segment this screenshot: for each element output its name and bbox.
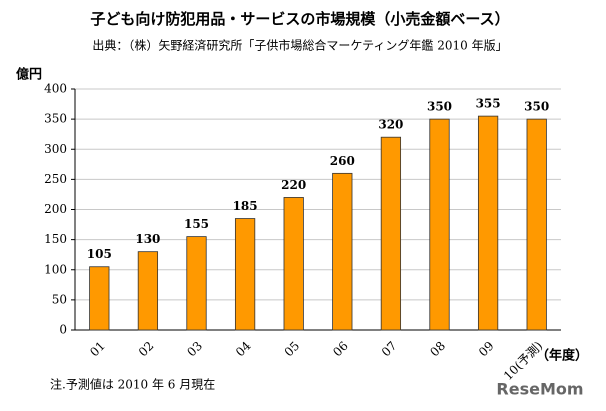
x-tick-label: 02	[136, 339, 157, 360]
note: 注.予測値は 2010 年 6 月現在	[50, 377, 215, 392]
value-label: 350	[524, 100, 549, 114]
value-label: 155	[184, 217, 209, 231]
bar	[380, 136, 402, 331]
value-label: 260	[330, 154, 355, 168]
value-label: 350	[427, 100, 452, 114]
bar	[429, 118, 450, 331]
x-tick-label: 04	[233, 338, 254, 359]
bar	[526, 118, 547, 331]
bar	[186, 236, 207, 331]
value-label: 355	[476, 97, 501, 111]
y-tick-label: 400	[44, 82, 67, 96]
chart-subtitle: 出典：（株）矢野経済研究所「子供市場総合マーケティング年鑑 2010 年版」	[92, 38, 507, 53]
bar	[477, 115, 499, 331]
value-label: 105	[87, 247, 112, 261]
y-axis-label: 億円	[16, 67, 42, 83]
watermark: ReseMom	[496, 380, 583, 399]
x-axis-label: （年度）	[536, 348, 588, 364]
chart-title: 子ども向け防犯用品・サービスの市場規模（小売金額ベース）	[90, 10, 509, 28]
x-tick-label: 05	[282, 339, 303, 360]
y-tick-label: 300	[44, 142, 67, 156]
value-label: 320	[378, 118, 403, 132]
y-tick-label: 250	[44, 172, 67, 186]
y-tick-label: 350	[44, 112, 67, 126]
bar	[332, 172, 353, 331]
value-label: 185	[233, 199, 258, 213]
bar	[137, 251, 159, 331]
x-tick-label: 09	[476, 339, 497, 360]
bar	[89, 266, 110, 331]
x-tick-label: 01	[87, 339, 108, 360]
x-tick-label: 03	[184, 339, 205, 360]
x-tick-label: 08	[427, 339, 448, 360]
value-label: 220	[281, 178, 306, 192]
bar	[283, 197, 304, 331]
x-tick-label: 07	[379, 339, 400, 360]
y-tick-label: 100	[44, 262, 67, 276]
y-tick-label: 50	[52, 292, 67, 306]
y-tick-label: 200	[44, 202, 67, 216]
y-tick-label: 150	[44, 232, 67, 246]
value-label: 130	[135, 232, 160, 246]
x-tick-label: 06	[330, 339, 351, 360]
y-tick-label: 0	[59, 323, 67, 337]
bar	[234, 218, 256, 331]
